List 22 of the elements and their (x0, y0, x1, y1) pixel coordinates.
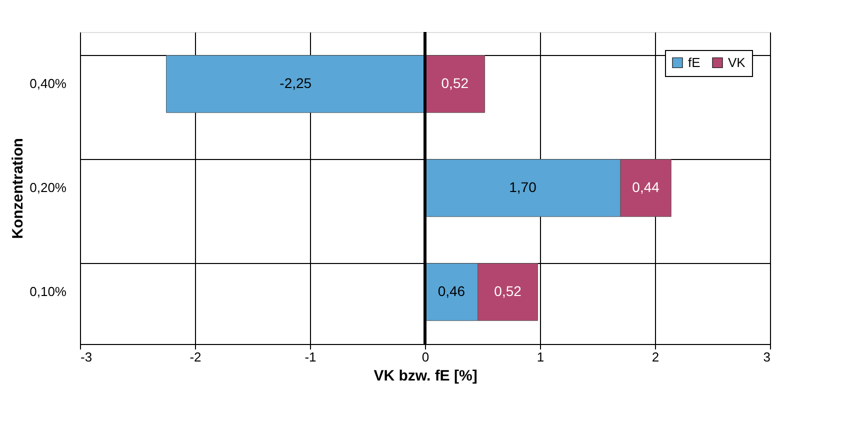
x-tick-label: 0 (422, 350, 430, 364)
x-tick-label: -2 (190, 350, 202, 364)
x-tick-label: 2 (652, 350, 660, 364)
x-tick-label: -3 (80, 350, 92, 364)
x-tick-label: 3 (763, 350, 770, 364)
y-tick-label: 0,20% (30, 180, 67, 195)
legend-label: VK (728, 54, 746, 70)
y-axis-title: Konzentration (10, 138, 27, 239)
legend-label: fE (688, 54, 701, 70)
x-tick-label: 1 (536, 350, 544, 364)
bar (424, 55, 486, 113)
data-label: 0,44 (632, 179, 660, 195)
data-label: 0,52 (494, 283, 522, 299)
x-axis-title: VK bzw. fE [%] (374, 368, 478, 384)
data-label: 0,52 (441, 75, 469, 91)
x-tick-label: -1 (304, 350, 316, 364)
data-label: 0,46 (438, 283, 466, 299)
y-tick-label: 0,40% (30, 76, 67, 91)
data-label: -2,25 (280, 75, 312, 91)
y-tick-label: 0,10% (30, 284, 67, 299)
data-label: 1,70 (509, 179, 537, 195)
bar (166, 55, 426, 113)
